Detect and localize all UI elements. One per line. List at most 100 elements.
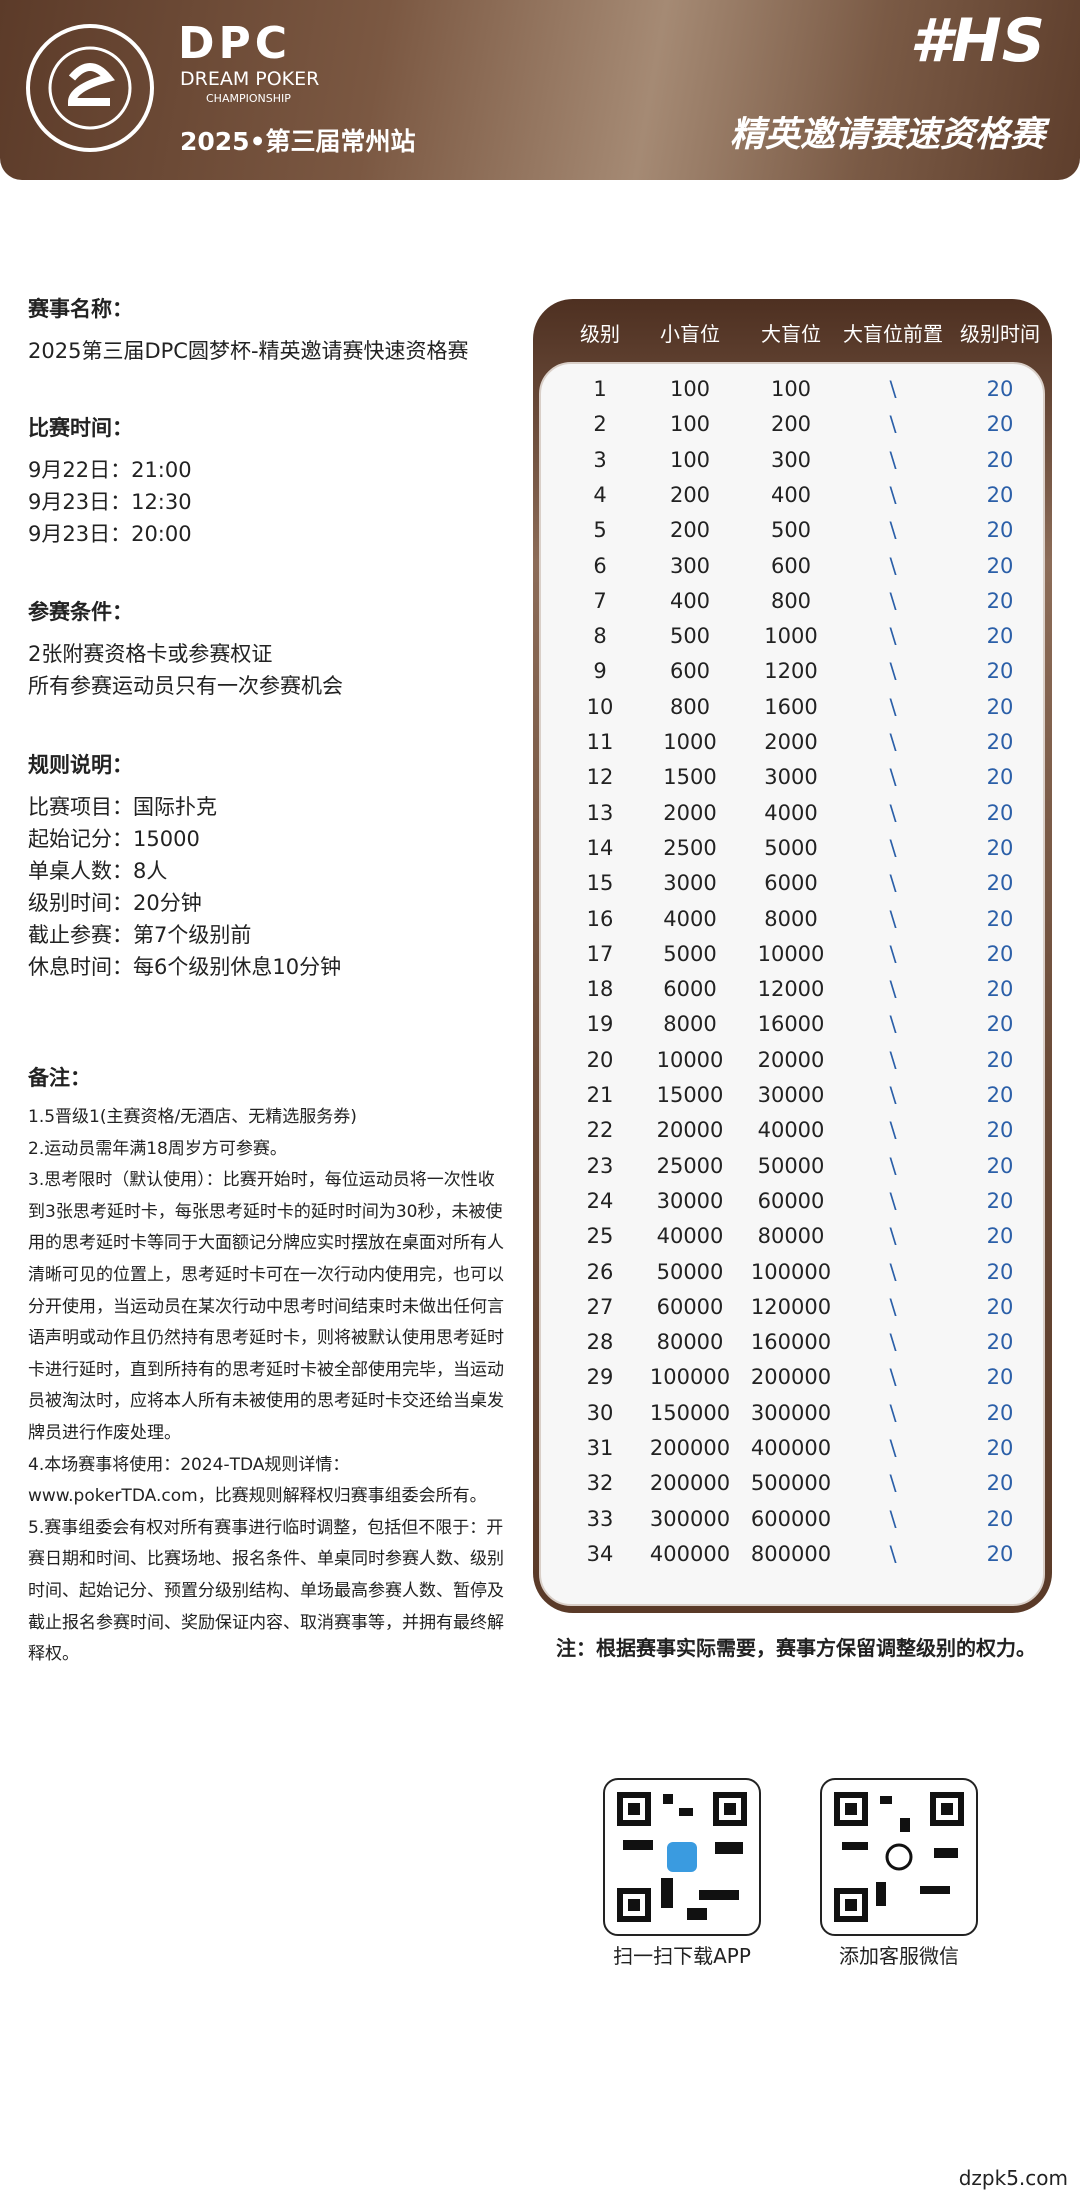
table-cell: 400000 [750,1436,832,1460]
brand-sub2: CHAMPIONSHIP [206,92,291,105]
table-cell: 20 [986,765,1014,790]
table-note: 注：根据赛事实际需要，赛事方保留调整级别的权力。 [556,1636,1036,1660]
header [0,0,1080,180]
table-cell: \ [889,377,897,401]
table-cell: 17 [586,941,614,966]
note-item: 2.运动员需年满18周岁方可参赛。 [28,1138,287,1159]
table-cell: 120000 [750,1294,832,1319]
table-cell: 20 [986,1153,1014,1178]
table-cell: 19 [586,1012,614,1037]
table-cell: 100 [669,412,711,437]
table-cell: 5000 [764,835,818,860]
table-cell: \ [889,1012,897,1037]
table-cell: 400000 [649,1541,731,1566]
section-line: 休息时间：每6个级别休息10分钟 [28,955,342,979]
note-item: 5.赛事组委会有权对所有赛事进行临时调整，包括但不限于：开赛日期和时间、比赛场地… [28,1517,504,1665]
table-cell: 1500 [663,765,717,790]
table-cell: 20 [986,906,1014,931]
table-cell: 200000 [649,1436,731,1460]
table-cell: 20 [986,1330,1014,1355]
table-cell: 29 [586,1365,614,1390]
table-cell: 2 [593,412,607,437]
table-cell: 40000 [757,1118,825,1143]
table-cell: 3 [593,447,607,472]
table-cell: 31 [586,1436,614,1460]
table-cell: 2500 [663,835,717,860]
table-cell: 15 [586,871,614,896]
table-cell: 20 [986,977,1014,1002]
table-cell: 3000 [764,765,818,790]
table-cell: \ [889,412,897,437]
table-cell: 100000 [649,1365,731,1390]
table-cell: 100000 [750,1259,832,1284]
info-section: 规则说明： 比赛项目：国际扑克 起始记分：15000 单桌人数：8人 级别时间：20分钟… [28,749,508,983]
table-cell: \ [889,1506,897,1531]
table-cell: 60000 [757,1188,825,1213]
table-cell: \ [889,1153,897,1178]
table-cell: 20 [986,1506,1014,1531]
table-cell: 2000 [764,730,818,754]
table-cell: 30000 [757,1083,825,1107]
table-cell: 34 [586,1541,614,1566]
table-cell: \ [889,482,897,507]
table-cell: 1 [593,377,607,401]
table-cell: 6000 [663,977,717,1002]
table-cell: \ [889,1294,897,1319]
table-body [539,362,1045,1606]
table-cell: 6000 [764,871,818,896]
table-cell: 800 [669,694,711,719]
table-cell: 1000 [663,730,717,754]
section-line: 9月22日：21:00 [28,458,192,482]
section-line: 级别时间：20分钟 [28,891,202,915]
table-cell: \ [889,1330,897,1355]
table-cell: \ [889,624,897,649]
table-cell: 20 [986,1224,1014,1249]
table-cell: \ [889,871,897,896]
table-cell: 200000 [649,1471,731,1496]
qr-wechat [820,1778,978,1936]
section-line: 2张附赛资格卡或参赛权证 [28,642,273,666]
table-cell: 4000 [764,800,818,825]
note-item: 4.本场赛事将使用：2024-TDA规则详情：www.pokerTDA.com，… [28,1454,487,1507]
section-line: 比赛项目：国际扑克 [28,795,217,819]
table-cell: \ [889,1118,897,1143]
table-cell: 26 [586,1259,614,1284]
table-cell: 20 [986,730,1014,754]
tag: #HS [909,6,1045,76]
table-cell: 18 [586,977,614,1002]
table-cell: 160000 [750,1330,832,1355]
table-cell: 21 [586,1083,614,1107]
table-cell: 60000 [656,1294,724,1319]
table-cell: 100 [770,377,812,401]
table-cell: 10000 [656,1047,724,1072]
table-cell: 12 [586,765,614,790]
table-cell: 20 [986,1188,1014,1213]
table-cell: 20 [986,482,1014,507]
table-cell: 80000 [757,1224,825,1249]
table-cell: 500 [669,624,711,649]
info-section: 赛事名称： 2025第三届DPC圆梦杯-精英邀请赛快速资格赛 [28,293,508,367]
table-cell: 600 [770,553,812,578]
table-cell: \ [889,765,897,790]
table-cell: 20 [986,588,1014,613]
edition: 2025•第三届常州站 [180,127,416,156]
section-line: 截止参赛：第7个级别前 [28,923,252,947]
table-cell: 25 [586,1224,614,1249]
table-cell: 50000 [656,1259,724,1284]
table-cell: 16000 [757,1012,825,1037]
section-line: 9月23日：20:00 [28,522,192,546]
table-cell: 25000 [656,1153,724,1178]
section-heading: 参赛条件： [28,600,133,624]
column-header: 大盲位前置 [843,322,943,346]
table-cell: 9 [593,659,607,684]
table-cell: 4 [593,482,607,507]
table-cell: \ [889,518,897,543]
table-cell: 4000 [663,906,717,931]
table-cell: 20 [986,1471,1014,1496]
table-cell: 100 [669,447,711,472]
table-cell: 1000 [764,624,818,649]
table-cell: \ [889,1436,897,1460]
table-cell: 22 [586,1118,614,1143]
table-cell: 20 [986,800,1014,825]
